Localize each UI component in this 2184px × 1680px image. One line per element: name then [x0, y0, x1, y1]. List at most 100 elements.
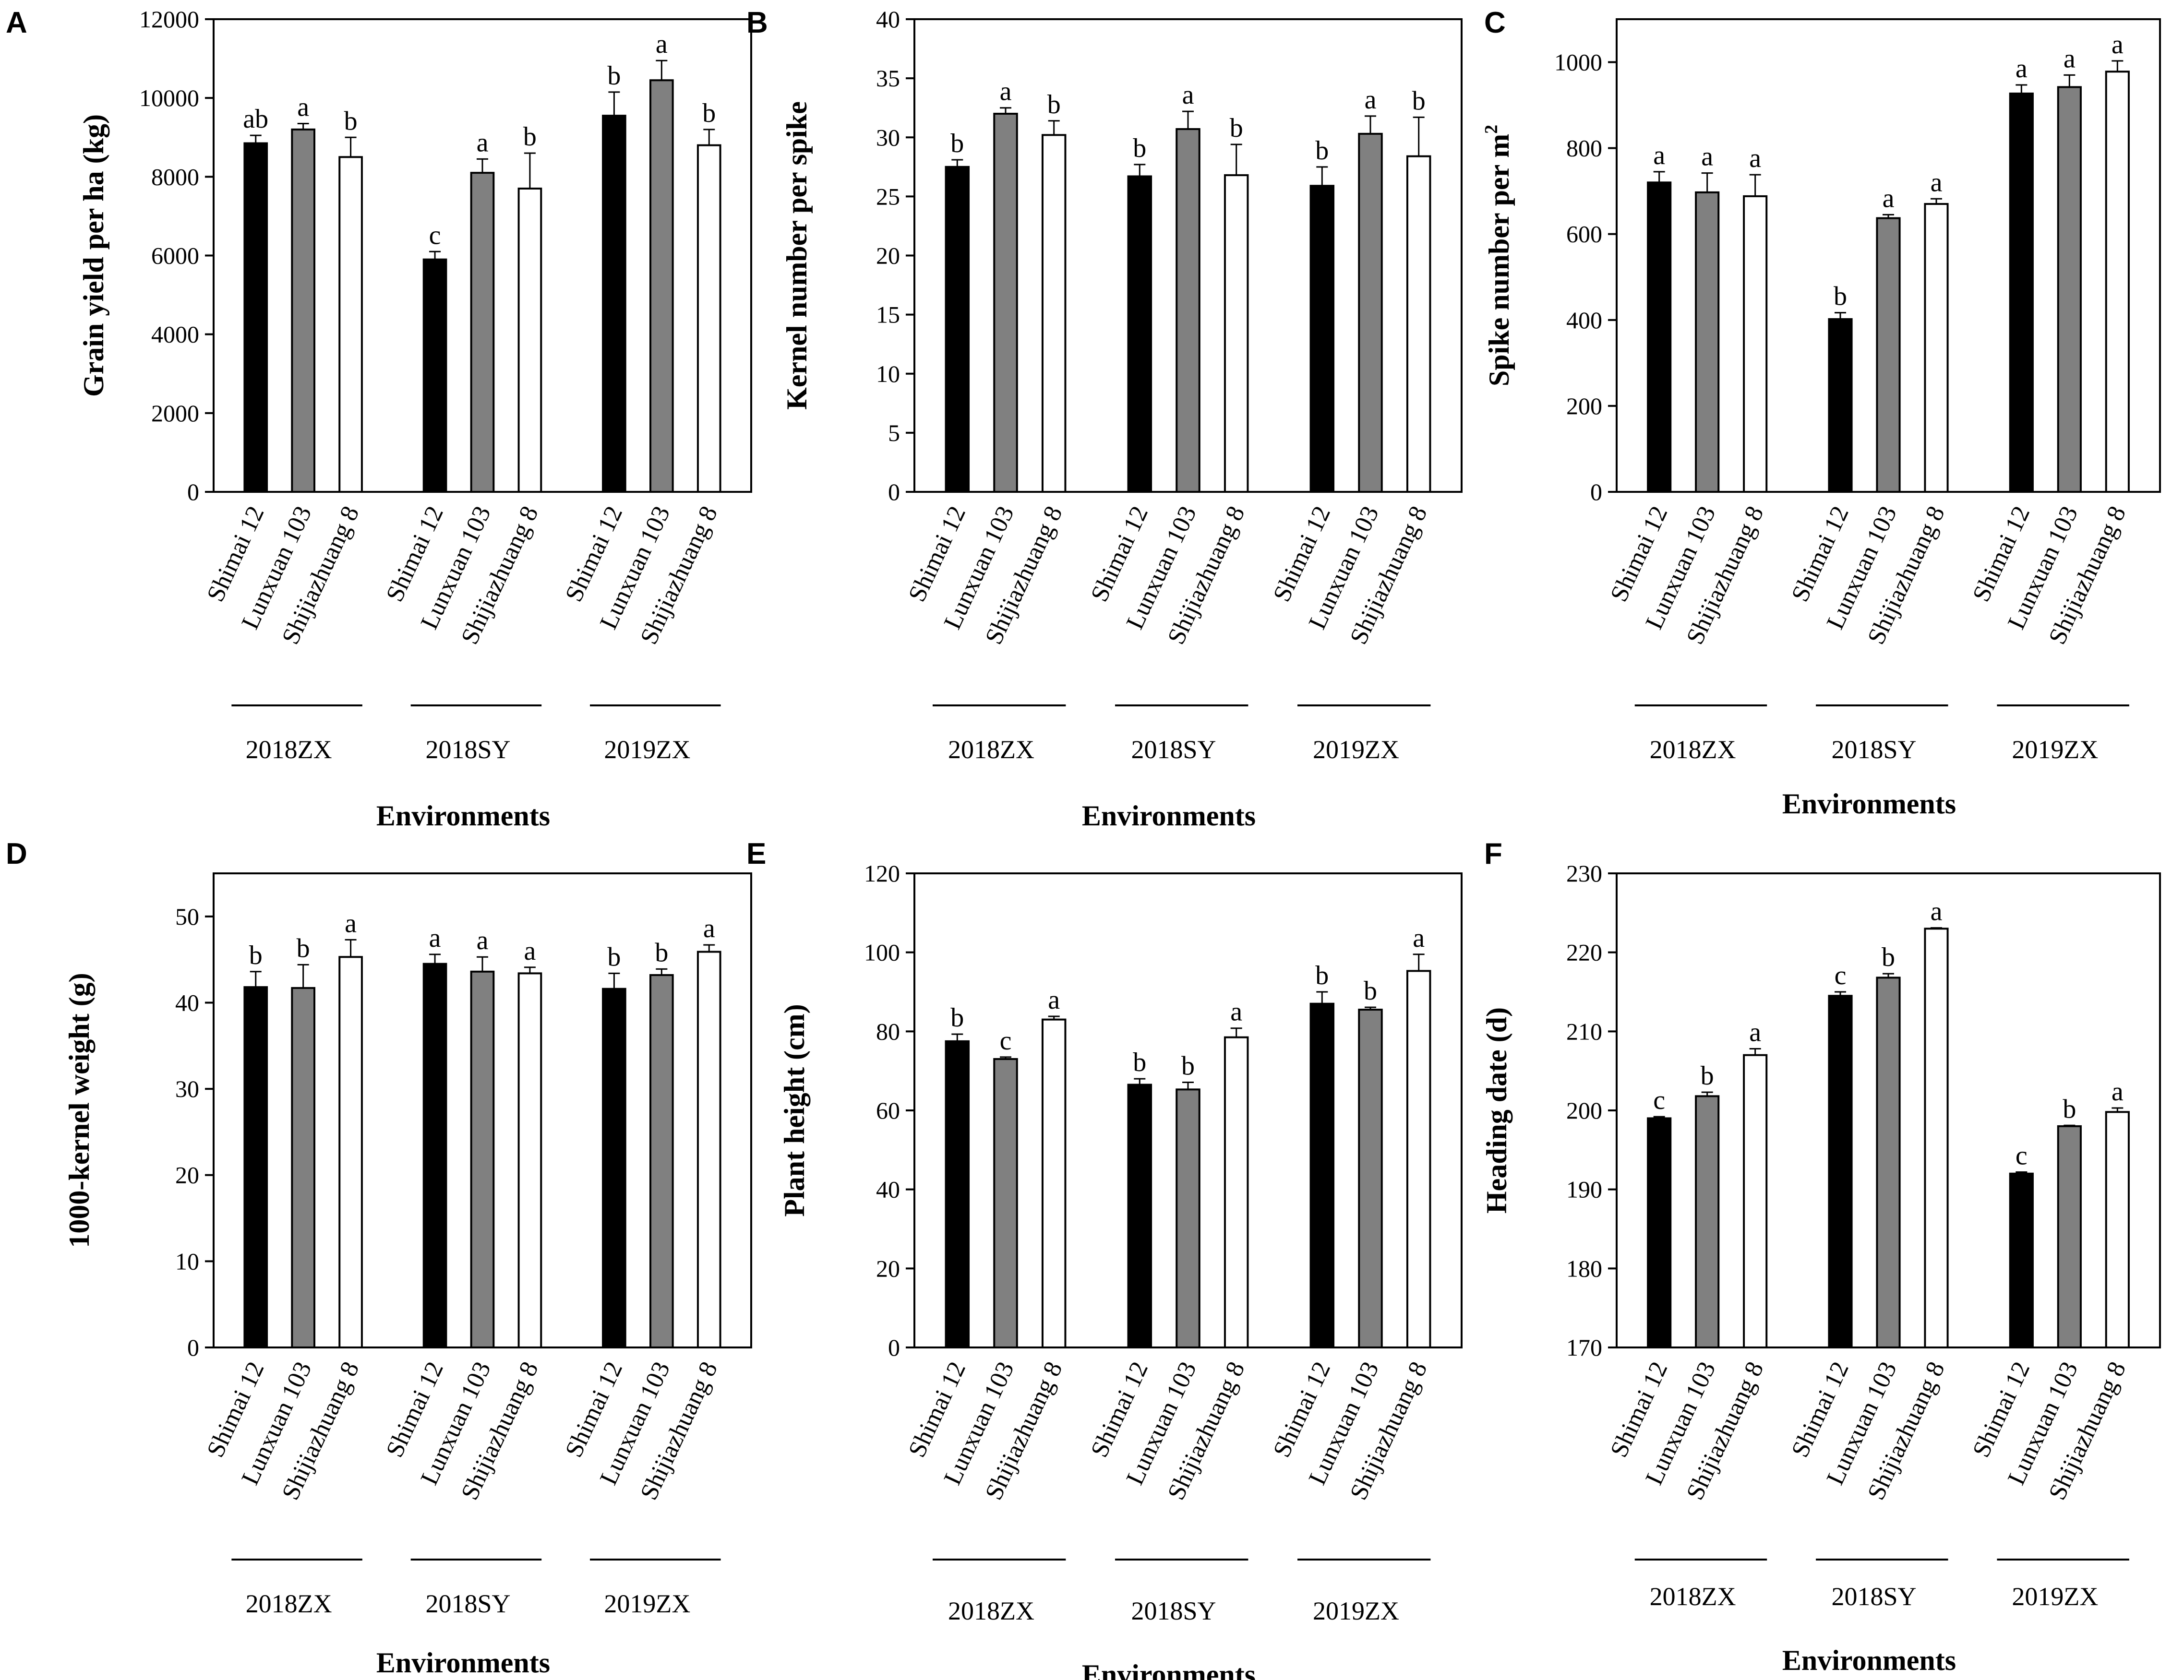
environment-label: 2018ZX	[1650, 1582, 1736, 1611]
significance-letter: b	[2063, 1094, 2076, 1124]
y-tick-label: 15	[876, 301, 900, 328]
panel-B: B 0 5 10 15 20 25 30 35 40 Kernel number per spike…	[746, 6, 1463, 832]
bar	[1876, 977, 1901, 1348]
significance-letter: c	[2016, 1141, 2028, 1170]
panel-letter: D	[6, 837, 27, 870]
significance-letter: b	[1315, 961, 1329, 990]
bar	[2009, 92, 2034, 493]
bar	[1876, 217, 1901, 493]
significance-letter: a	[1931, 167, 1943, 197]
environment-label: 2018SY	[1131, 1597, 1216, 1625]
bar	[1358, 1009, 1383, 1349]
significance-letter: b	[1315, 136, 1329, 166]
y-tick-label: 0	[888, 1334, 900, 1361]
bar	[1309, 1002, 1335, 1348]
panel-letter: E	[746, 837, 766, 870]
y-axis-title-text: Heading date (d)	[1481, 1007, 1512, 1214]
bar	[1695, 1095, 1720, 1349]
significance-letter: a	[477, 128, 489, 157]
significance-letter: b	[1701, 1061, 1714, 1091]
x-axis-title: Environments	[1082, 800, 1256, 832]
significance-letter: a	[2112, 30, 2124, 60]
y-tick-label: 80	[876, 1018, 900, 1045]
significance-letter: c	[1000, 1026, 1012, 1056]
environment-label: 2018ZX	[1650, 735, 1736, 764]
bar	[1406, 155, 1431, 493]
significance-letter: a	[1365, 85, 1377, 115]
significance-letter: b	[249, 941, 263, 970]
bar	[2105, 1111, 2130, 1348]
environment-label: 2019ZX	[604, 1589, 690, 1618]
significance-letter: b	[607, 61, 621, 91]
bar	[2009, 1172, 2034, 1349]
bar	[1224, 1036, 1249, 1348]
bar	[1743, 1054, 1768, 1349]
y-tick-label: 800	[1566, 135, 1602, 162]
bar	[1828, 995, 1853, 1349]
y-tick-label: 30	[876, 124, 900, 151]
y-tick-label: 0	[888, 478, 900, 505]
bar	[696, 144, 721, 493]
x-axis-title: Environments	[1782, 788, 1956, 820]
environment-label: 2018ZX	[246, 735, 332, 764]
bar	[1127, 1084, 1152, 1349]
y-tick-label: 60	[876, 1097, 900, 1124]
bar	[470, 970, 495, 1348]
environment-label: 2019ZX	[2012, 1582, 2098, 1611]
y-tick-label: 200	[1566, 393, 1602, 419]
panel-letter: C	[1484, 6, 1506, 39]
environment-label: 2018SY	[425, 735, 510, 764]
y-tick-label: 600	[1566, 221, 1602, 248]
y-axis-title: Plant height (cm)	[779, 1004, 810, 1216]
bar	[602, 115, 626, 493]
y-tick-label: 50	[175, 903, 199, 930]
significance-letter: a	[1230, 997, 1242, 1027]
x-axis-title: Environments	[1082, 1659, 1256, 1680]
x-axis-title: Environments	[376, 800, 550, 832]
y-tick-label: 2000	[151, 400, 199, 427]
significance-letter: a	[1701, 142, 1713, 172]
y-axis-title-text: Spike number per m	[1483, 134, 1515, 386]
y-tick-label: 20	[876, 1255, 900, 1282]
bar	[291, 128, 315, 493]
significance-letter: a	[1048, 985, 1060, 1015]
panel-letter: A	[6, 6, 27, 39]
y-tick-label: 8000	[151, 163, 199, 190]
significance-letter: a	[656, 29, 668, 59]
y-axis-title-text: Kernel number per spike	[781, 101, 813, 410]
significance-letter: a	[477, 926, 489, 955]
y-tick-label: 10	[175, 1248, 199, 1275]
significance-letter: b	[297, 933, 310, 963]
bar	[1695, 191, 1720, 493]
significance-letter: a	[524, 936, 536, 966]
significance-letter: b	[1181, 1051, 1195, 1081]
bar	[1176, 128, 1200, 493]
significance-letter: a	[1413, 923, 1425, 953]
y-tick-label: 230	[1566, 860, 1602, 887]
environment-label: 2018ZX	[948, 735, 1034, 764]
environment-label: 2018SY	[1831, 1582, 1916, 1611]
significance-letter: a	[429, 923, 441, 953]
significance-letter: a	[345, 908, 357, 938]
y-axis-title: Spike number per m2	[1481, 125, 1515, 386]
y-tick-label: 10	[876, 360, 900, 387]
significance-letter: b	[1047, 90, 1061, 119]
y-tick-label: 220	[1566, 939, 1602, 966]
bar	[1358, 132, 1383, 493]
bar	[470, 172, 495, 493]
significance-letter: b	[950, 1003, 964, 1033]
y-tick-label: 20	[876, 242, 900, 269]
y-axis-title-superscript: 2	[1481, 125, 1501, 134]
panel-letter: F	[1484, 837, 1502, 870]
significance-letter: a	[1749, 143, 1761, 173]
significance-letter: b	[1133, 133, 1146, 163]
y-tick-label: 0	[1590, 478, 1602, 505]
y-tick-label: 6000	[151, 242, 199, 269]
y-axis-title-text: Plant height (cm)	[779, 1004, 810, 1216]
significance-letter: b	[1412, 86, 1426, 116]
bar	[1176, 1088, 1200, 1348]
y-tick-label: 25	[876, 183, 900, 210]
bar	[2057, 86, 2082, 493]
